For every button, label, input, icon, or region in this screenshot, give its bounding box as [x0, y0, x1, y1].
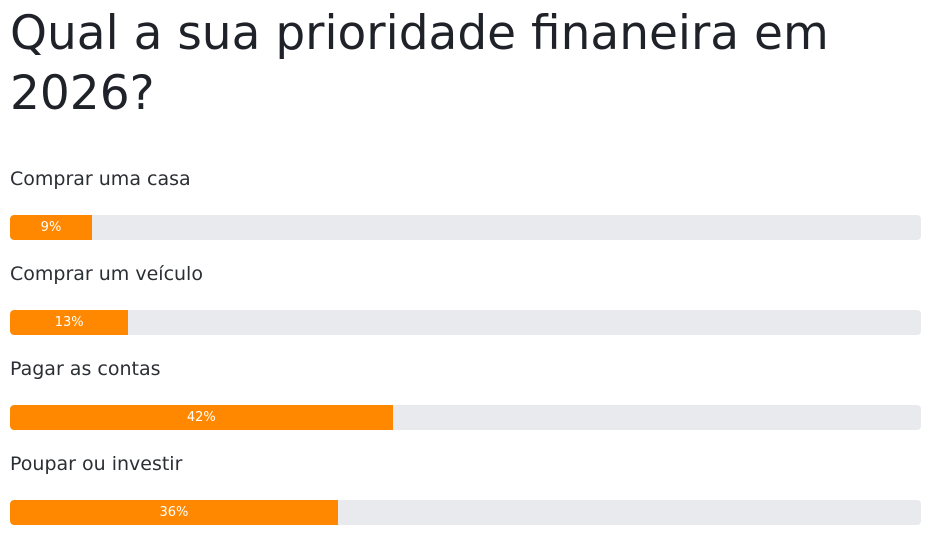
- option-label: Poupar ou investir: [10, 453, 183, 475]
- bar-track: 13%: [10, 310, 921, 335]
- bar-track: 9%: [10, 215, 921, 240]
- value-label: 36%: [159, 505, 189, 520]
- bar: [10, 310, 129, 335]
- chart-title: Qual a sua prioridade finaneira em 2026?: [10, 6, 829, 121]
- option-label: Comprar um veículo: [10, 263, 203, 285]
- value-label: 13%: [54, 315, 84, 330]
- value-label: 42%: [186, 410, 216, 425]
- bar: [10, 215, 92, 240]
- option-label: Comprar uma casa: [10, 168, 191, 190]
- value-label: 9%: [40, 220, 62, 235]
- option-label: Pagar as contas: [10, 358, 161, 380]
- bar: [10, 405, 393, 430]
- bar: [10, 500, 338, 525]
- bar-track: 42%: [10, 405, 921, 430]
- bar-track: 36%: [10, 500, 921, 525]
